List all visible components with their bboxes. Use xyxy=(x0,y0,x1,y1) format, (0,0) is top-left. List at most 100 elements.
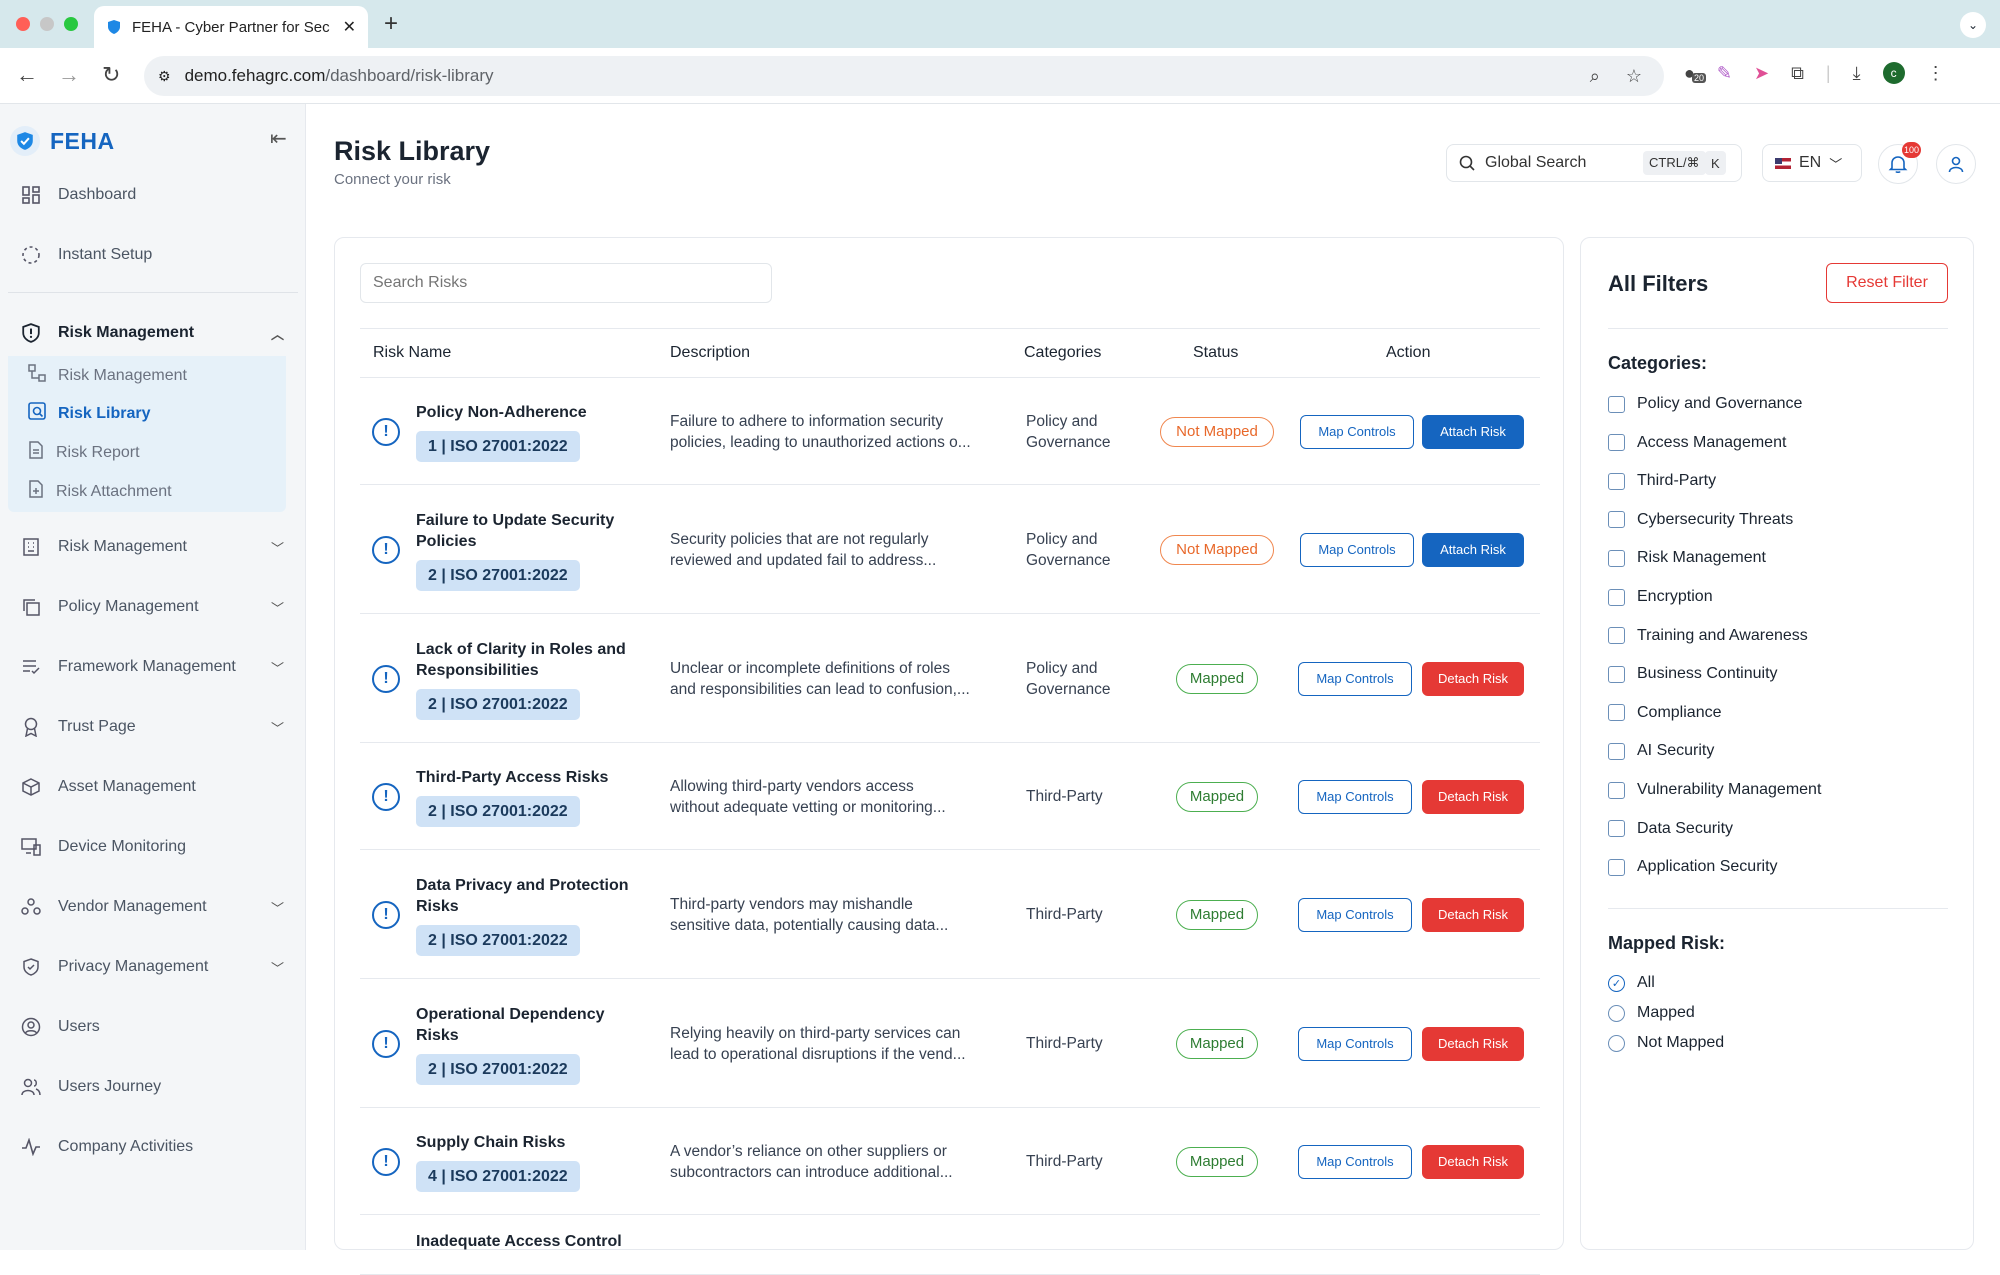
maximize-window-button[interactable] xyxy=(64,17,78,31)
sidebar-item-asset-management[interactable]: Asset Management xyxy=(20,776,284,798)
sidebar-item-device-monitoring[interactable]: Device Monitoring xyxy=(20,836,284,858)
checkbox[interactable] xyxy=(1608,858,1625,876)
checkbox[interactable] xyxy=(1608,549,1625,567)
detach-risk-button[interactable]: Detach Risk xyxy=(1422,1026,1524,1061)
detach-risk-button[interactable]: Detach Risk xyxy=(1422,1144,1524,1179)
checkbox[interactable] xyxy=(1608,665,1625,683)
back-arrow-icon[interactable]: ← xyxy=(16,62,38,87)
mapped-risk-option[interactable]: Not Mapped xyxy=(1608,1034,1724,1052)
map-controls-button[interactable]: Map Controls xyxy=(1298,1026,1412,1061)
sidebar-item-trust-page[interactable]: Trust Page ﹀ xyxy=(20,716,284,738)
reload-icon[interactable]: ↻ xyxy=(102,62,121,87)
profile-avatar[interactable]: c xyxy=(1882,62,1905,84)
category-line: Third-Party xyxy=(1026,906,1103,923)
site-settings-icon[interactable]: ⚙ xyxy=(158,67,171,84)
radio-button[interactable] xyxy=(1608,1004,1625,1022)
checkbox[interactable] xyxy=(1608,704,1625,722)
monitor-icon xyxy=(20,836,42,858)
reset-filter-button[interactable]: Reset Filter xyxy=(1826,263,1948,303)
category-filter-option[interactable]: Compliance xyxy=(1608,704,1721,722)
sidebar-sub-risk-library[interactable]: Risk Library xyxy=(28,402,150,425)
checkbox[interactable] xyxy=(1608,742,1625,760)
category-filter-option[interactable]: Encryption xyxy=(1608,588,1713,606)
map-controls-button[interactable]: Map Controls xyxy=(1298,1144,1412,1179)
download-icon[interactable]: ⤓ xyxy=(1852,62,1861,83)
close-window-button[interactable] xyxy=(16,17,30,31)
category-filter-option[interactable]: Risk Management xyxy=(1608,549,1766,567)
search-risks-input[interactable] xyxy=(360,263,772,303)
detach-risk-button[interactable]: Detach Risk xyxy=(1422,661,1524,696)
radio-button[interactable] xyxy=(1608,1034,1625,1052)
map-controls-button[interactable]: Map Controls xyxy=(1300,532,1414,567)
checkbox[interactable] xyxy=(1608,781,1625,799)
category-filter-option[interactable]: Business Continuity xyxy=(1608,665,1778,683)
category-filter-option[interactable]: AI Security xyxy=(1608,742,1714,760)
category-filter-option[interactable]: Training and Awareness xyxy=(1608,627,1808,645)
category-filter-option[interactable]: Vulnerability Management xyxy=(1608,781,1821,799)
sidebar-item-label: Users xyxy=(58,1018,100,1035)
new-tab-button[interactable]: + xyxy=(384,10,399,37)
puzzle-icon[interactable]: ⧉ xyxy=(1791,62,1804,83)
list-check-icon xyxy=(20,656,42,678)
radio-checked-icon[interactable]: ✓ xyxy=(1608,974,1625,992)
sidebar-item-users[interactable]: Users xyxy=(20,1016,284,1038)
sidebar-item-framework-management[interactable]: Framework Management ﹀ xyxy=(20,656,284,678)
language-selector[interactable]: EN ﹀ xyxy=(1762,144,1862,182)
sidebar-item-privacy-management[interactable]: Privacy Management ﹀ xyxy=(20,956,284,978)
category-filter-option[interactable]: Access Management xyxy=(1608,434,1786,452)
detach-risk-button[interactable]: Detach Risk xyxy=(1422,779,1524,814)
category-filter-option[interactable]: Cybersecurity Threats xyxy=(1608,511,1793,529)
sidebar-item-instant-setup[interactable]: Instant Setup xyxy=(20,244,284,266)
checkbox[interactable] xyxy=(1608,395,1625,413)
sidebar-item-vendor-management[interactable]: Vendor Management ﹀ xyxy=(20,896,284,918)
sidebar-sub-risk-management[interactable]: Risk Management xyxy=(28,364,187,387)
category-filter-option[interactable]: Application Security xyxy=(1608,858,1778,876)
extension-counter-icon[interactable]: ● 20 xyxy=(1684,62,1707,83)
sidebar-item-dashboard[interactable]: Dashboard xyxy=(20,184,284,206)
map-controls-button[interactable]: Map Controls xyxy=(1300,414,1414,449)
mapped-risk-option[interactable]: Mapped xyxy=(1608,1004,1695,1022)
attach-risk-button[interactable]: Attach Risk xyxy=(1422,414,1524,449)
mapped-risk-label: Mapped xyxy=(1637,1004,1695,1021)
checkbox[interactable] xyxy=(1608,627,1625,645)
sidebar-item-risk-management-2[interactable]: Risk Management ﹀ xyxy=(20,536,284,558)
user-profile-icon[interactable] xyxy=(1936,144,1976,184)
sidebar-item-users-journey[interactable]: Users Journey xyxy=(20,1076,284,1098)
attach-risk-button[interactable]: Attach Risk xyxy=(1422,532,1524,567)
mapped-risk-label: Not Mapped xyxy=(1637,1034,1725,1051)
category-filter-option[interactable]: Policy and Governance xyxy=(1608,395,1802,413)
category-filter-option[interactable]: Third-Party xyxy=(1608,472,1716,490)
global-search[interactable]: Global Search CTRL/⌘ K xyxy=(1446,144,1742,182)
sidebar-sub-risk-attachment[interactable]: Risk Attachment xyxy=(28,480,172,503)
notification-bell-icon[interactable] xyxy=(1878,144,1918,184)
minimize-window-button[interactable] xyxy=(40,17,54,31)
sidebar-item-policy-management[interactable]: Policy Management ﹀ xyxy=(20,596,284,618)
forward-arrow-icon[interactable]: → xyxy=(58,62,80,87)
bookmark-star-icon[interactable]: ☆ xyxy=(1625,65,1642,86)
checkbox[interactable] xyxy=(1608,588,1625,606)
tab-search-chevron-icon[interactable]: ⌄ xyxy=(1960,12,1986,38)
sidebar-group-risk-management[interactable]: Risk Management ︿ xyxy=(20,322,284,344)
detach-risk-button[interactable]: Detach Risk xyxy=(1422,897,1524,932)
checkbox[interactable] xyxy=(1608,511,1625,529)
brand-logo[interactable]: FEHA xyxy=(10,126,115,156)
sidebar-item-label: Policy Management xyxy=(58,598,199,615)
url-field[interactable]: ⚙ demo.fehagrc.com/dashboard/risk-librar… xyxy=(144,56,1664,96)
pen-extension-icon[interactable]: ✎ xyxy=(1716,62,1732,83)
browser-tab[interactable]: FEHA - Cyber Partner for Sec ✕ xyxy=(94,6,368,48)
checkbox[interactable] xyxy=(1608,472,1625,490)
zoom-icon[interactable]: ⌕ xyxy=(1589,65,1600,86)
collapse-sidebar-icon[interactable]: ⇤ xyxy=(270,128,287,150)
map-controls-button[interactable]: Map Controls xyxy=(1298,661,1412,696)
close-tab-icon[interactable]: ✕ xyxy=(342,19,356,36)
sidebar-item-company-activities[interactable]: Company Activities xyxy=(20,1136,284,1158)
category-filter-option[interactable]: Data Security xyxy=(1608,820,1733,838)
arrow-extension-icon[interactable]: ➤ xyxy=(1753,62,1770,83)
browser-menu-icon[interactable]: ⋮ xyxy=(1926,62,1945,83)
mapped-risk-option[interactable]: ✓ All xyxy=(1608,974,1655,992)
checkbox[interactable] xyxy=(1608,434,1625,452)
sidebar-sub-risk-report[interactable]: Risk Report xyxy=(28,441,140,464)
map-controls-button[interactable]: Map Controls xyxy=(1298,779,1412,814)
map-controls-button[interactable]: Map Controls xyxy=(1298,897,1412,932)
checkbox[interactable] xyxy=(1608,820,1625,838)
